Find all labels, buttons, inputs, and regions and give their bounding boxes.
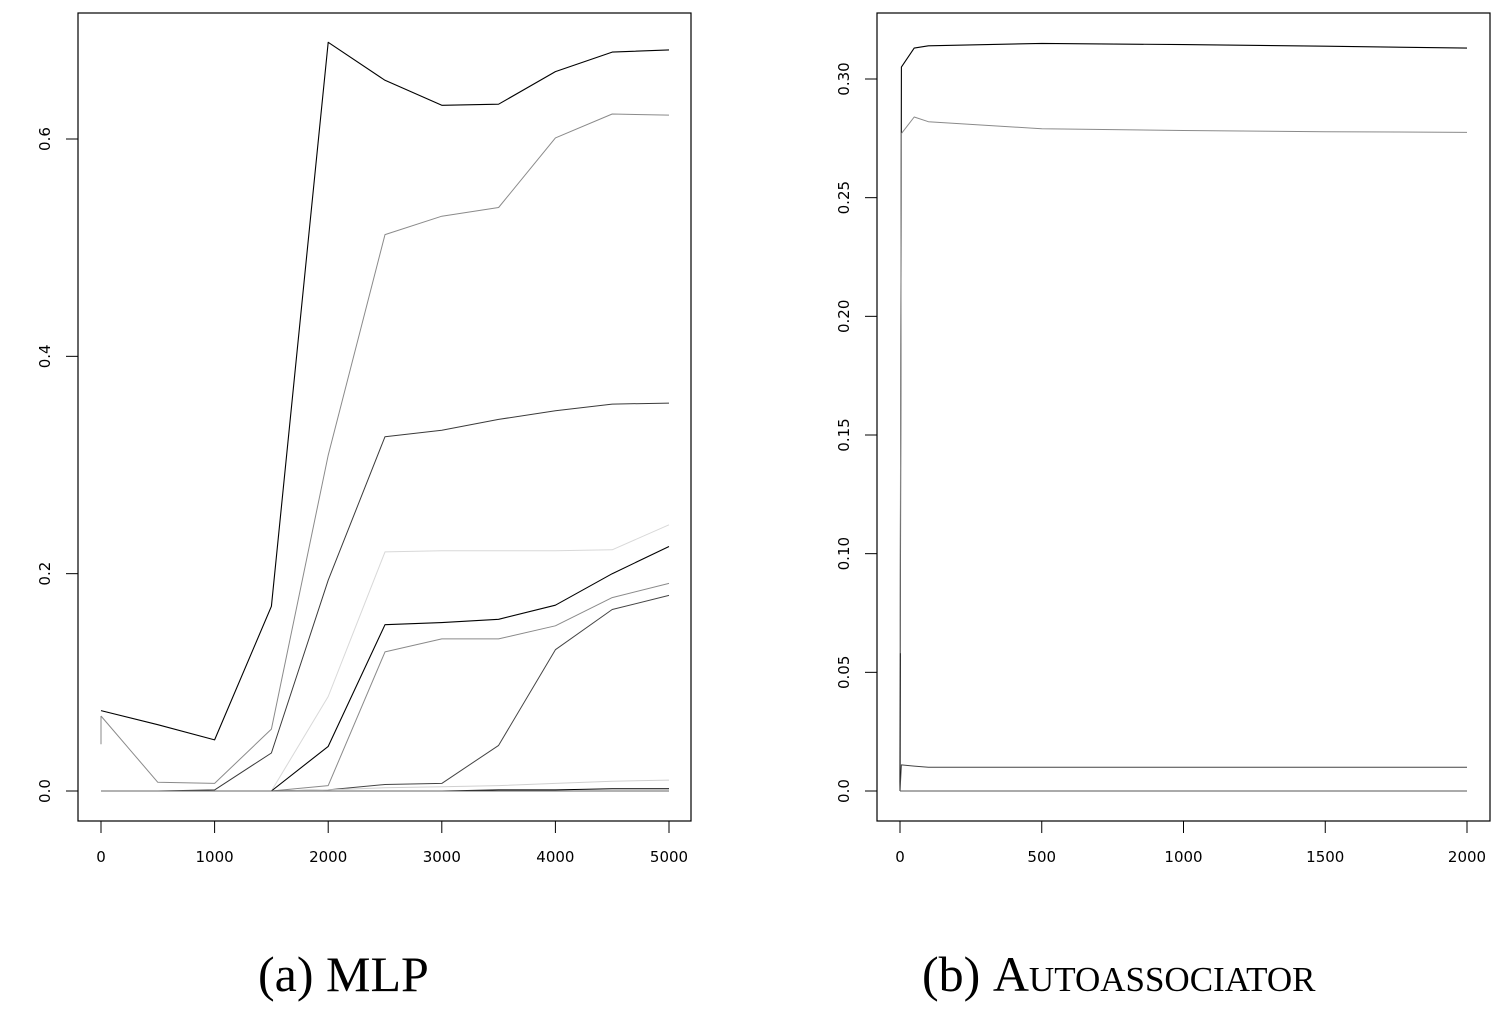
plot-frame bbox=[77, 12, 692, 822]
line-series1 bbox=[899, 42, 1468, 792]
x-tick-label: 0 bbox=[96, 848, 106, 866]
x-tick-label: 500 bbox=[1027, 848, 1056, 866]
x-tick-label: 0 bbox=[895, 848, 905, 866]
y-tick-label: 0.05 bbox=[835, 656, 853, 689]
caption-prefix: (a) bbox=[258, 946, 314, 1002]
y-tick-label: 0.10 bbox=[835, 537, 853, 570]
y-tick-label: 0.30 bbox=[835, 62, 853, 95]
line-series1 bbox=[100, 41, 670, 741]
x-tick-label: 3000 bbox=[423, 848, 461, 866]
x-tick-label: 4000 bbox=[536, 848, 574, 866]
line-series3 bbox=[101, 402, 670, 792]
x-tick-label: 1000 bbox=[196, 848, 234, 866]
caption-mlp: (a) MLP bbox=[258, 945, 429, 1003]
x-tick-label: 2000 bbox=[1448, 848, 1486, 866]
y-tick-label: 0.4 bbox=[36, 344, 54, 368]
x-tick-label: 5000 bbox=[650, 848, 688, 866]
x-tick-label: 1500 bbox=[1306, 848, 1344, 866]
y-tick-label: 0.25 bbox=[835, 181, 853, 214]
y-tick-label: 0.20 bbox=[835, 300, 853, 333]
caption-prefix: (b) bbox=[922, 946, 981, 1002]
x-tick-label: 1000 bbox=[1164, 848, 1202, 866]
y-tick-label: 0.15 bbox=[835, 418, 853, 451]
y-tick-label: 0.0 bbox=[835, 779, 853, 803]
plot-frame bbox=[876, 12, 1491, 822]
line-series2 bbox=[100, 113, 670, 784]
caption-autoassociator: (b) Autoassociator bbox=[922, 945, 1315, 1003]
line-series2 bbox=[899, 116, 1468, 654]
y-tick-label: 0.0 bbox=[36, 779, 54, 803]
caption-title: MLP bbox=[326, 946, 429, 1002]
line-series3 bbox=[899, 764, 1467, 792]
y-tick-label: 0.6 bbox=[36, 127, 54, 151]
x-tick-label: 2000 bbox=[309, 848, 347, 866]
y-tick-label: 0.2 bbox=[36, 562, 54, 586]
caption-title: Autoassociator bbox=[992, 946, 1316, 1002]
